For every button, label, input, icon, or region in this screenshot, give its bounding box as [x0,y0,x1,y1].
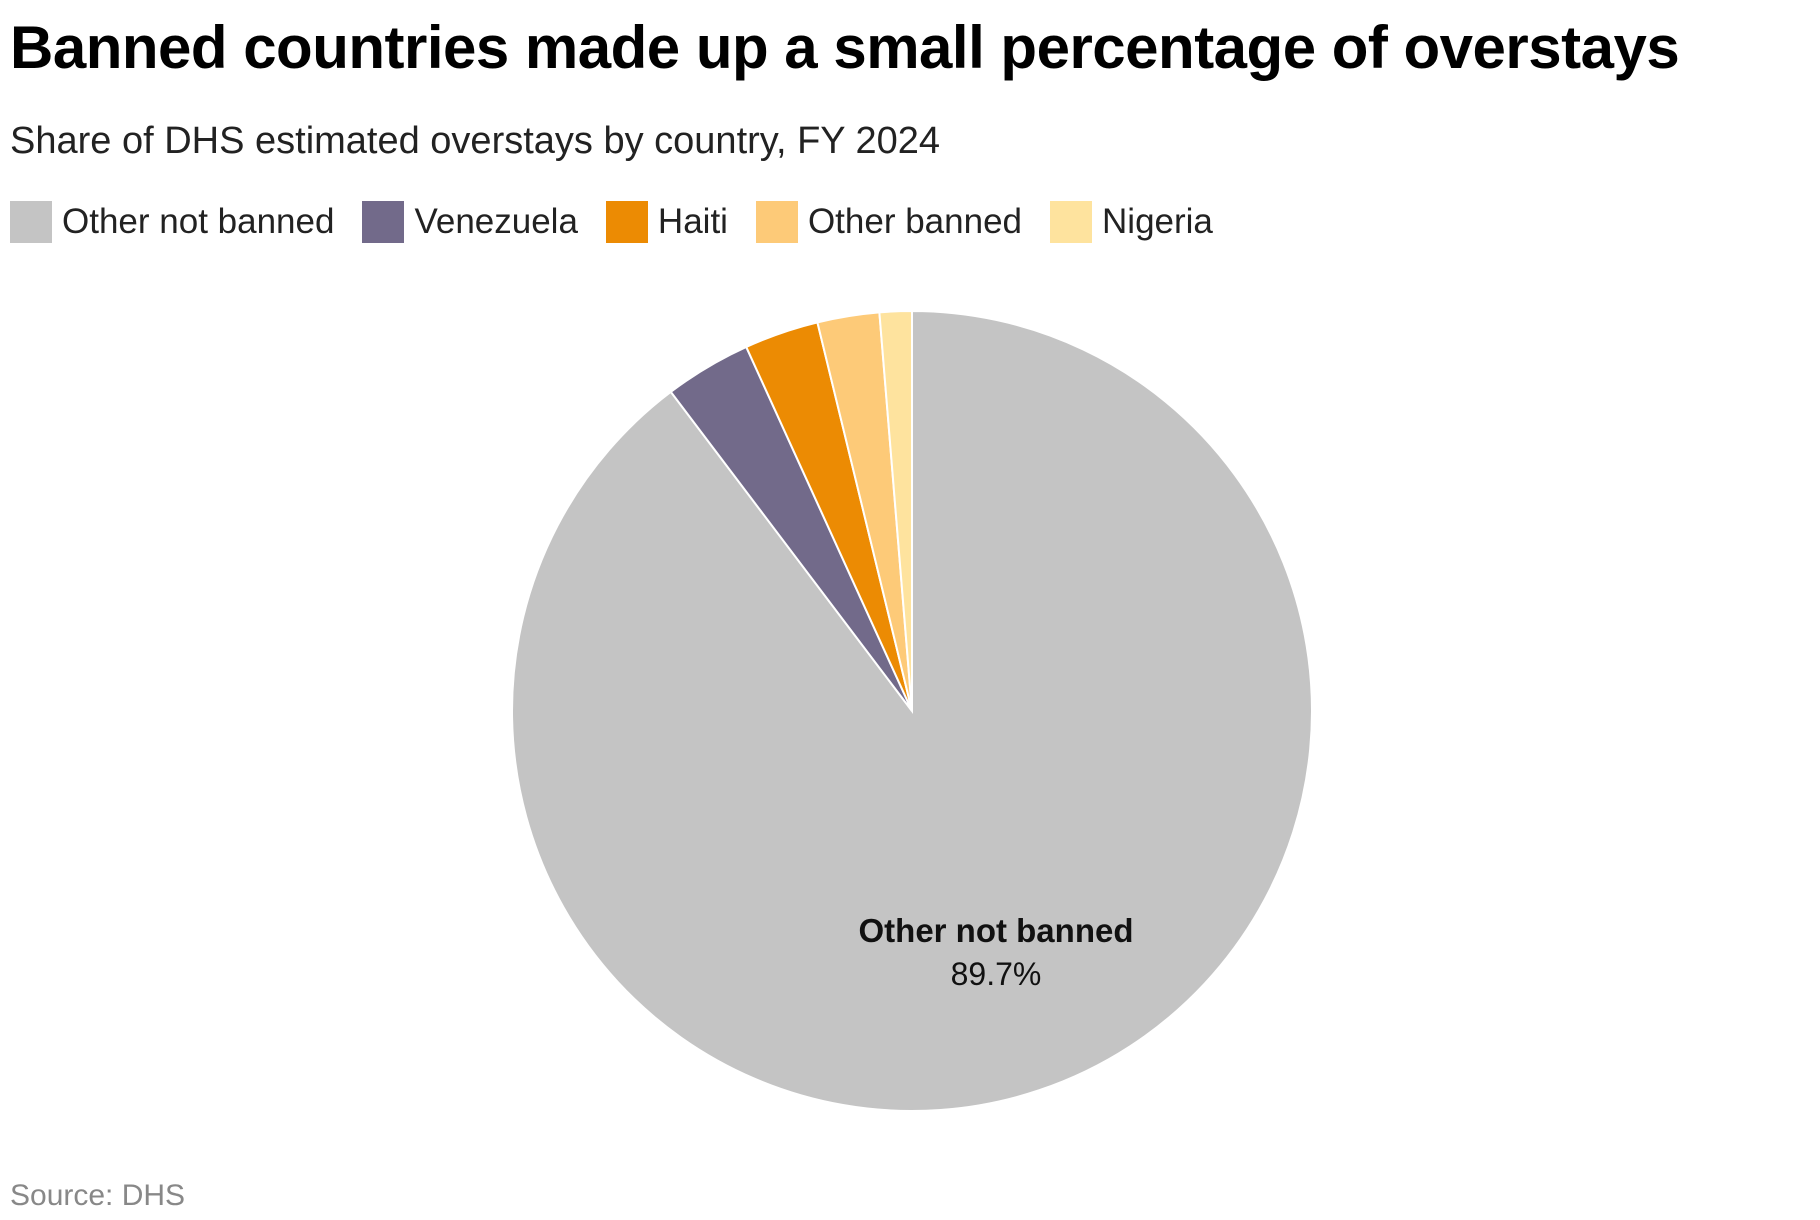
legend-label: Other banned [807,202,1023,241]
slice-label-value: 89.7% [951,956,1042,992]
pie-slice-nigeria [878,309,913,712]
legend-item-other-not-banned: Other not banned [10,201,334,243]
legend-label: Haiti [657,202,728,241]
chart-title: Banned countries made up a small percent… [10,14,1680,81]
legend-swatch [1050,201,1093,243]
source-note: Source: DHS [10,1179,186,1212]
legend-label: Other not banned [62,202,335,241]
legend-label: Nigeria [1102,202,1213,241]
legend-item-venezuela: Venezuela [362,201,578,243]
legend-swatch [10,201,52,243]
legend-swatch [755,201,798,243]
chart-subtitle: Share of DHS estimated overstays by coun… [10,120,941,162]
slice-label-name: Other not banned [859,912,1134,949]
legend: Other not banned Venezuela Haiti Other b… [10,201,1241,243]
legend-item-haiti: Haiti [605,201,728,243]
legend-swatch [605,201,648,243]
legend-item-nigeria: Nigeria [1050,201,1213,243]
legend-label: Venezuela [414,202,578,241]
pie-slices [511,309,1313,1112]
legend-swatch [362,201,405,243]
legend-item-other-banned: Other banned [755,201,1023,243]
